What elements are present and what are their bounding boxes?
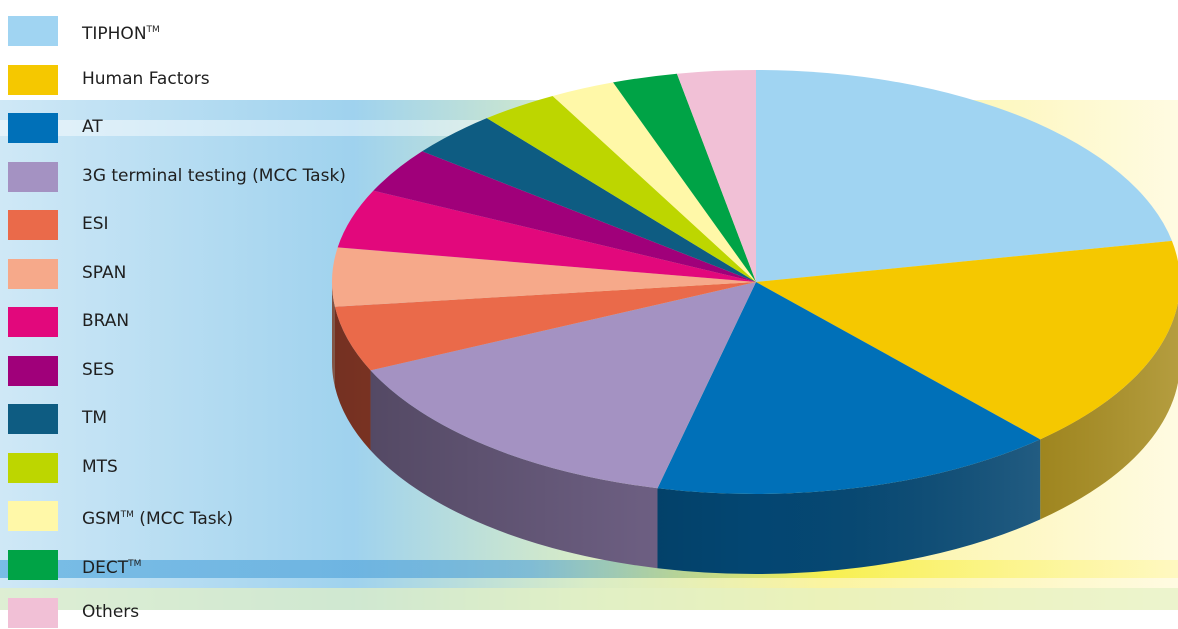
legend-label: Human Factors bbox=[82, 69, 210, 89]
legend-label: DECTTM bbox=[82, 554, 141, 578]
legend-label-text: 3G terminal testing (MCC Task) bbox=[82, 165, 346, 186]
legend-label-text: AT bbox=[82, 117, 103, 137]
pie-slice-dect bbox=[613, 73, 756, 282]
legend-item: TM bbox=[0, 397, 420, 435]
legend-label: GSMTM (MCC Task) bbox=[82, 505, 233, 529]
legend-item: Others bbox=[0, 591, 420, 629]
pie-side-shading bbox=[332, 282, 1178, 574]
legend-swatch bbox=[8, 549, 58, 580]
legend-item: DECTTM bbox=[0, 543, 420, 581]
legend-label: BRAN bbox=[82, 311, 129, 331]
pie-slice-bran bbox=[337, 190, 756, 282]
pie-sides bbox=[332, 282, 1178, 574]
legend-label: TIPHONTM bbox=[82, 20, 160, 44]
legend-label-text: SES bbox=[82, 359, 115, 380]
legend-label-text: SPAN bbox=[82, 262, 127, 283]
pie-slice-span bbox=[332, 247, 756, 307]
legend-label-trademark: TM bbox=[128, 558, 142, 569]
pie-slice-esi bbox=[334, 282, 756, 371]
pie-slice-others bbox=[676, 70, 756, 282]
legend-label: MTS bbox=[82, 457, 118, 477]
pie-slice-tm bbox=[422, 118, 756, 282]
pie-slice-tiphon bbox=[756, 70, 1172, 282]
legend-swatch bbox=[8, 404, 58, 434]
pie-top bbox=[332, 70, 1178, 494]
legend-swatch bbox=[8, 210, 58, 240]
legend-item: SES bbox=[0, 349, 420, 387]
pie-slice-at bbox=[657, 282, 1041, 494]
legend-label-text: BRAN bbox=[82, 311, 130, 331]
legend-label: TM bbox=[82, 408, 107, 428]
pie-slice-mts bbox=[486, 95, 756, 282]
pie-slice-gsm bbox=[552, 82, 756, 283]
legend-label-text: TM bbox=[82, 408, 108, 428]
legend-swatch bbox=[8, 113, 58, 143]
legend-label: AT bbox=[82, 117, 103, 137]
legend-swatch bbox=[8, 16, 58, 46]
legend-swatch bbox=[8, 161, 58, 192]
pie-slice-3g-terminal-testing-mcc-task- bbox=[370, 282, 756, 489]
legend-label-text: Others bbox=[82, 602, 140, 622]
legend-label-trademark: TM bbox=[146, 25, 160, 35]
legend-label-text: TIPHON bbox=[82, 24, 147, 44]
legend-swatch bbox=[8, 355, 58, 386]
legend-label-text: Human Factors bbox=[82, 68, 210, 89]
legend-swatch bbox=[8, 598, 58, 628]
pie-slice-human-factors bbox=[756, 240, 1178, 440]
legend-label-extra: (MCC Task) bbox=[133, 509, 234, 529]
legend-item: TIPHONTM bbox=[0, 9, 420, 47]
legend-label-text: ESI bbox=[82, 214, 109, 234]
legend-label-trademark: TM bbox=[120, 510, 134, 520]
legend-item: 3G terminal testing (MCC Task) bbox=[0, 155, 420, 193]
legend-label: 3G terminal testing (MCC Task) bbox=[82, 166, 346, 186]
legend-swatch bbox=[8, 501, 58, 531]
legend-item: AT bbox=[0, 106, 420, 144]
legend-item: ESI bbox=[0, 203, 420, 241]
legend-swatch bbox=[8, 307, 58, 337]
legend-swatch bbox=[8, 64, 58, 95]
pie-slice-ses bbox=[373, 151, 756, 282]
legend-label-text: MTS bbox=[82, 456, 118, 477]
legend-label-text: GSM bbox=[82, 509, 121, 529]
legend-swatch bbox=[8, 258, 58, 289]
legend-label-text: DECT bbox=[82, 557, 129, 578]
legend-item: MTS bbox=[0, 446, 420, 484]
legend: TIPHONTM Human Factors AT 3G terminal testi… bbox=[0, 0, 420, 628]
legend-swatch bbox=[8, 452, 58, 483]
pie-chart bbox=[332, 70, 1178, 574]
legend-label: SPAN bbox=[82, 263, 126, 283]
legend-item: GSMTM (MCC Task) bbox=[0, 494, 420, 532]
legend-label: Others bbox=[82, 602, 139, 622]
legend-item: Human Factors bbox=[0, 58, 420, 96]
legend-label: ESI bbox=[82, 214, 109, 234]
legend-item: SPAN bbox=[0, 252, 420, 290]
legend-label: SES bbox=[82, 360, 114, 380]
legend-item: BRAN bbox=[0, 300, 420, 338]
